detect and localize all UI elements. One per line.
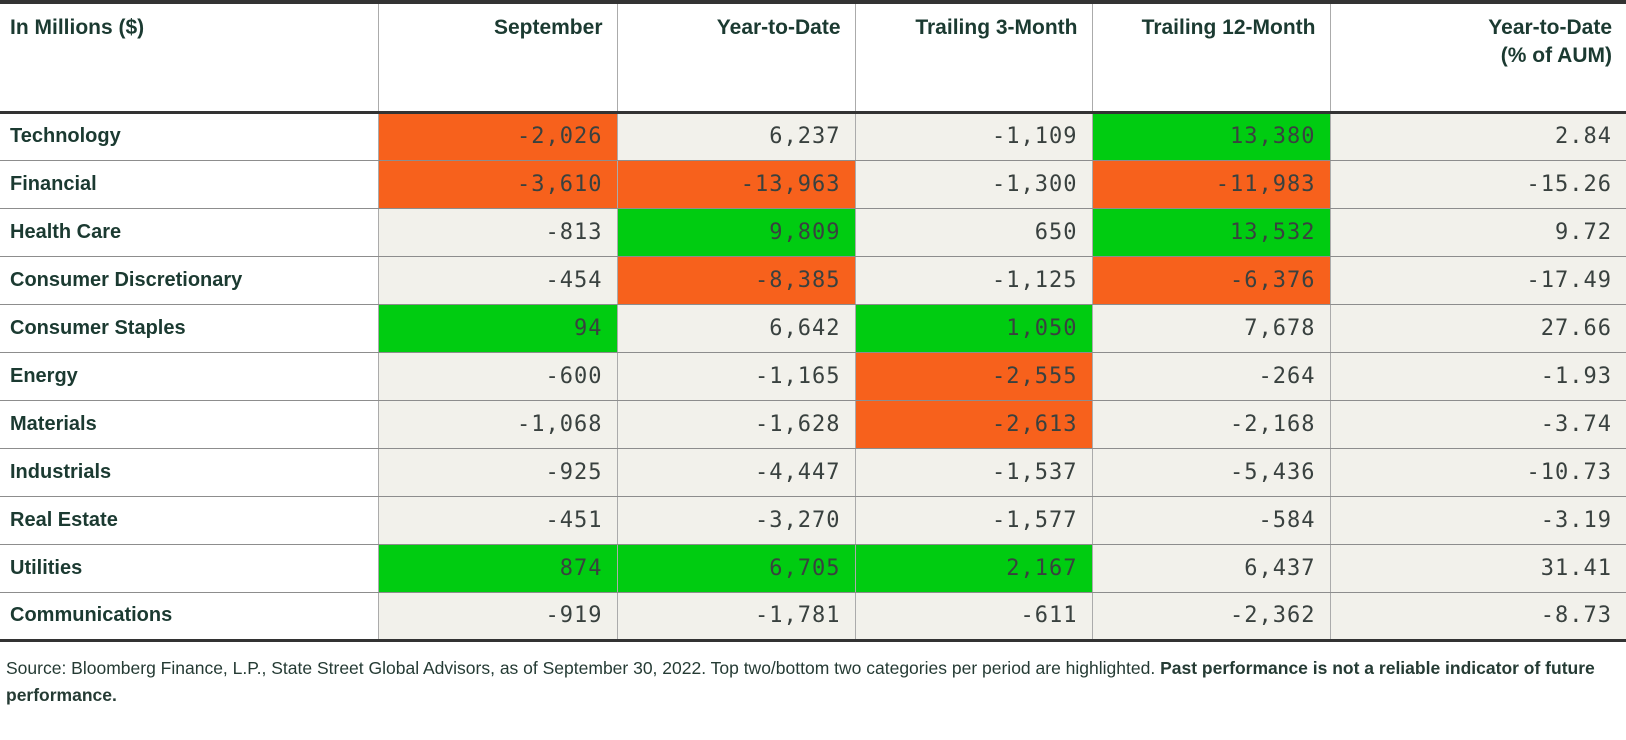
value-cell: -6,376 (1091, 256, 1330, 305)
sector-label: Health Care (0, 208, 378, 257)
value-cell: -451 (377, 496, 617, 545)
sector-label: Communications (0, 592, 378, 642)
table-row: Utilities 874 6,705 2,167 6,437 31.41 (0, 544, 1626, 593)
value-cell: 31.41 (1329, 544, 1626, 593)
sector-label: Financial (0, 160, 378, 209)
header-year-to-date: Year-to-Date (616, 0, 855, 114)
value-cell: -4,447 (616, 448, 855, 497)
value-cell: 13,532 (1091, 208, 1330, 257)
value-cell: 874 (377, 544, 617, 593)
table-row: Consumer Staples 94 6,642 1,050 7,678 27.66 (0, 304, 1626, 353)
value-cell: -1,125 (854, 256, 1092, 305)
disclaimer-text: Past performance is not a reliable indic… (6, 657, 1595, 705)
value-cell: 6,437 (1091, 544, 1330, 593)
header-label: Year-to-Date (716, 16, 841, 39)
value-cell: -3.74 (1329, 400, 1626, 449)
value-cell: -15.26 (1329, 160, 1626, 209)
header-trailing-3-month: Trailing 3-Month (854, 0, 1092, 114)
value-cell: 650 (854, 208, 1092, 257)
value-cell: -1,628 (616, 400, 855, 449)
sector-label: Utilities (0, 544, 378, 593)
sector-label: Consumer Discretionary (0, 256, 378, 305)
sector-flows-table: In Millions ($) September Year-to-Date T… (0, 0, 1626, 642)
value-cell: -454 (377, 256, 617, 305)
table-row: Industrials -925 -4,447 -1,537 -5,436 -10.73 (0, 448, 1626, 497)
value-cell: -3.19 (1329, 496, 1626, 545)
table-row: Energy -600 -1,165 -2,555 -264 -1.93 (0, 352, 1626, 401)
value-cell: -264 (1091, 352, 1330, 401)
source-note: Source: Bloomberg Finance, L.P., State S… (0, 642, 1626, 709)
sector-label: Technology (0, 112, 378, 161)
value-cell: -3,270 (616, 496, 855, 545)
value-cell: 9.72 (1329, 208, 1626, 257)
value-cell: 6,642 (616, 304, 855, 353)
value-cell: -1,577 (854, 496, 1092, 545)
value-cell: -8.73 (1329, 592, 1626, 642)
value-cell: -3,610 (377, 160, 617, 209)
header-label: Trailing 12-Month (1141, 16, 1316, 39)
value-cell: -1,537 (854, 448, 1092, 497)
value-cell: -1,165 (616, 352, 855, 401)
table-row: Real Estate -451 -3,270 -1,577 -584 -3.19 (0, 496, 1626, 545)
value-cell: 6,237 (616, 112, 855, 161)
sector-label: Consumer Staples (0, 304, 378, 353)
header-label: Year-to-Date (1488, 16, 1612, 39)
value-cell: 9,809 (616, 208, 855, 257)
table-row: Health Care -813 9,809 650 13,532 9.72 (0, 208, 1626, 257)
table-row: Materials -1,068 -1,628 -2,613 -2,168 -3.74 (0, 400, 1626, 449)
value-cell: -2,168 (1091, 400, 1330, 449)
value-cell: -1,300 (854, 160, 1092, 209)
sector-label: Industrials (0, 448, 378, 497)
value-cell: -11,983 (1091, 160, 1330, 209)
value-cell: -2,026 (377, 112, 617, 161)
header-trailing-12-month: Trailing 12-Month (1091, 0, 1330, 114)
source-text: Source: Bloomberg Finance, L.P., State S… (6, 657, 1156, 678)
table-row: Consumer Discretionary -454 -8,385 -1,125 -6… (0, 256, 1626, 305)
value-cell: -600 (377, 352, 617, 401)
value-cell: -2,555 (854, 352, 1092, 401)
value-cell: -8,385 (616, 256, 855, 305)
value-cell: -813 (377, 208, 617, 257)
value-cell: -17.49 (1329, 256, 1626, 305)
table-row: Communications -919 -1,781 -611 -2,362 -8.73 (0, 592, 1626, 642)
value-cell: -1.93 (1329, 352, 1626, 401)
value-cell: -2,613 (854, 400, 1092, 449)
value-cell: -10.73 (1329, 448, 1626, 497)
sector-label: Real Estate (0, 496, 378, 545)
value-cell: 7,678 (1091, 304, 1330, 353)
sector-fund-flows-figure: In Millions ($) September Year-to-Date T… (0, 0, 1626, 709)
value-cell: 27.66 (1329, 304, 1626, 353)
value-cell: 94 (377, 304, 617, 353)
header-label: September (493, 16, 603, 39)
value-cell: 2.84 (1329, 112, 1626, 161)
value-cell: -2,362 (1091, 592, 1330, 642)
header-label: Trailing 3-Month (915, 16, 1078, 39)
sector-label: Energy (0, 352, 378, 401)
header-ytd-pct-aum: Year-to-Date (% of AUM) (1329, 0, 1626, 114)
value-cell: 6,705 (616, 544, 855, 593)
header-row: In Millions ($) September Year-to-Date T… (0, 0, 1626, 114)
header-sublabel: (% of AUM) (1500, 44, 1612, 68)
sector-label: Materials (0, 400, 378, 449)
header-september: September (377, 0, 617, 114)
value-cell: -1,781 (616, 592, 855, 642)
value-cell: -1,109 (854, 112, 1092, 161)
table-row: Technology -2,026 6,237 -1,109 13,380 2.84 (0, 112, 1626, 161)
table-row: Financial -3,610 -13,963 -1,300 -11,983 -15.2… (0, 160, 1626, 209)
value-cell: -1,068 (377, 400, 617, 449)
value-cell: -925 (377, 448, 617, 497)
value-cell: 1,050 (854, 304, 1092, 353)
value-cell: 2,167 (854, 544, 1092, 593)
value-cell: -5,436 (1091, 448, 1330, 497)
value-cell: -584 (1091, 496, 1330, 545)
value-cell: -611 (854, 592, 1092, 642)
header-in-millions: In Millions ($) (0, 0, 378, 114)
value-cell: -13,963 (616, 160, 855, 209)
value-cell: 13,380 (1091, 112, 1330, 161)
value-cell: -919 (377, 592, 617, 642)
